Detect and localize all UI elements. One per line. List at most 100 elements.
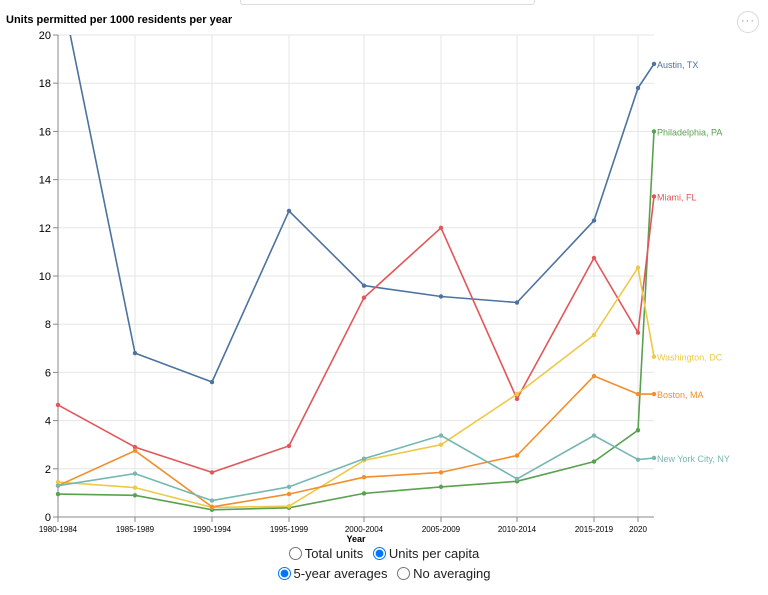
- data-point: [286, 491, 292, 497]
- data-point: [286, 208, 292, 214]
- line-chart: 0 2 4 6 8 10 12 14 16 18 20 1980-1984 1985-1989 1990-…: [39, 30, 730, 544]
- data-point: [361, 295, 367, 300]
- data-point: [651, 391, 657, 397]
- data-point: [361, 491, 367, 496]
- series-label: Boston, MA: [657, 390, 704, 400]
- series-label: Miami, FL: [657, 192, 697, 202]
- series-label: Austin, TX: [657, 60, 698, 70]
- y-tick-label: 8: [45, 319, 51, 331]
- data-point: [55, 491, 61, 497]
- chart-title: Units permitted per 1000 residents per y…: [6, 14, 233, 26]
- series-0: [69, 35, 657, 385]
- x-tick-label: 2010-2014: [498, 525, 537, 534]
- series-5: [55, 433, 657, 503]
- data-point: [514, 391, 520, 397]
- no-averaging-radio[interactable]: [397, 567, 411, 580]
- x-tick-label: 2005-2009: [422, 525, 461, 534]
- data-point: [438, 484, 444, 490]
- series-line: [57, 375, 654, 508]
- data-point: [209, 470, 215, 475]
- data-point: [635, 330, 641, 335]
- total-units-radio[interactable]: [288, 547, 302, 560]
- x-axis-label: Year: [346, 534, 366, 544]
- data-point: [55, 483, 61, 488]
- data-point: [514, 476, 520, 482]
- total-units-option[interactable]: Total units: [288, 546, 363, 561]
- y-tick-label: 18: [39, 78, 51, 90]
- x-tick-label: 1985-1989: [116, 525, 155, 534]
- x-tick-label: 1990-1994: [193, 525, 232, 534]
- y-tick-label: 12: [39, 223, 51, 235]
- averaging-radio-group: 5-year averages No averaging: [0, 566, 768, 581]
- series-2: [55, 194, 657, 475]
- data-point: [132, 350, 138, 356]
- data-point: [514, 453, 520, 458]
- series-label: Philadelphia, PA: [657, 127, 722, 137]
- data-point: [132, 485, 138, 490]
- series-line: [57, 196, 655, 474]
- data-point: [591, 433, 597, 438]
- data-point: [286, 443, 292, 449]
- data-point: [651, 455, 657, 461]
- data-point: [132, 444, 138, 450]
- data-point: [438, 433, 444, 438]
- data-point: [209, 504, 215, 510]
- data-point: [209, 379, 215, 385]
- data-point: [591, 373, 597, 379]
- metric-radio-group: Total units Units per capita: [0, 546, 768, 561]
- y-tick-label: 16: [39, 126, 51, 138]
- data-point: [132, 471, 138, 476]
- ellipsis-icon: ···: [741, 15, 755, 27]
- data-point: [651, 194, 657, 199]
- data-point: [514, 396, 520, 402]
- series-4: [55, 373, 657, 510]
- data-point: [361, 283, 367, 288]
- data-point: [286, 503, 292, 509]
- x-tick-label: 1980-1984: [39, 525, 78, 534]
- data-point: [209, 498, 215, 503]
- data-point: [438, 294, 444, 299]
- data-point: [591, 255, 597, 261]
- data-point: [635, 85, 641, 91]
- data-point: [132, 448, 138, 453]
- series-label: Washington, DC: [657, 353, 723, 363]
- data-point: [651, 129, 657, 134]
- x-tick-label: 2000-2004: [345, 525, 384, 534]
- y-tick-label: 6: [45, 367, 51, 379]
- data-point: [591, 218, 597, 223]
- data-point: [361, 456, 367, 461]
- series-label: New York City, NY: [657, 454, 730, 464]
- five-year-averages-radio[interactable]: [277, 567, 291, 580]
- x-tick-label: 2020: [629, 525, 647, 534]
- data-point: [591, 459, 597, 464]
- data-point: [635, 391, 641, 397]
- y-tick-label: 20: [39, 30, 51, 42]
- series-1: [55, 129, 657, 512]
- x-tick-label: 1995-1999: [270, 525, 309, 534]
- y-tick-label: 0: [45, 512, 51, 524]
- no-averaging-option[interactable]: No averaging: [397, 566, 490, 581]
- data-point: [55, 479, 61, 485]
- data-point: [514, 300, 520, 305]
- data-point: [635, 265, 641, 270]
- y-tick-label: 14: [39, 175, 51, 187]
- series-line: [57, 434, 655, 502]
- data-point: [591, 332, 597, 338]
- data-point: [651, 354, 657, 359]
- more-options-button[interactable]: ···: [737, 11, 759, 33]
- x-tick-label: 2015-2019: [575, 525, 614, 534]
- data-point: [438, 470, 444, 475]
- five-year-averages-option[interactable]: 5-year averages: [277, 566, 388, 581]
- data-point: [55, 402, 61, 408]
- y-tick-label: 2: [45, 464, 51, 476]
- top-panel-edge: [240, 0, 535, 5]
- units-per-capita-radio[interactable]: [372, 547, 386, 560]
- y-tick-label: 10: [39, 271, 51, 283]
- data-point: [635, 457, 641, 462]
- data-point: [438, 225, 444, 230]
- y-tick-label: 4: [45, 416, 51, 428]
- data-point: [132, 493, 138, 498]
- units-per-capita-option[interactable]: Units per capita: [372, 546, 479, 561]
- series-line: [69, 35, 655, 383]
- data-point: [635, 428, 641, 433]
